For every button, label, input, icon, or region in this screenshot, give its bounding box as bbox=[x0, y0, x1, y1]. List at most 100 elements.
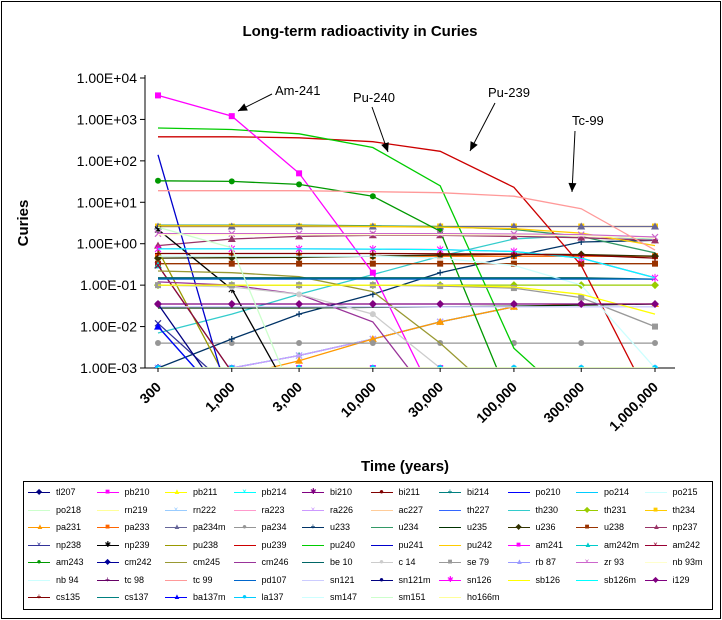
legend-line bbox=[439, 527, 461, 528]
legend-marker: ◆ bbox=[652, 574, 659, 584]
legend-marker: ◆ bbox=[515, 522, 522, 531]
legend-line bbox=[233, 544, 256, 546]
legend-marker: ● bbox=[379, 574, 384, 584]
legend-line bbox=[576, 562, 598, 563]
legend-label: th227 bbox=[467, 504, 490, 515]
data-point-i129 bbox=[227, 300, 236, 309]
legend-marker: × bbox=[584, 557, 590, 566]
data-point-la137 bbox=[578, 365, 585, 368]
series-pu240 bbox=[157, 127, 537, 368]
series-am243 bbox=[155, 177, 498, 368]
legend-marker: ◆ bbox=[584, 504, 591, 514]
data-point-zr93 bbox=[510, 230, 518, 238]
legend-label: pb211 bbox=[193, 487, 218, 497]
legend-line bbox=[28, 527, 50, 528]
legend-line bbox=[96, 492, 119, 493]
series-line-u233 bbox=[157, 239, 656, 368]
legend-label: pd107 bbox=[261, 574, 287, 585]
data-point-th231 bbox=[651, 281, 659, 290]
data-point-se79 bbox=[652, 323, 658, 330]
data-point-i129 bbox=[154, 300, 162, 309]
legend-line bbox=[439, 492, 461, 493]
legend-label: am242m bbox=[604, 539, 640, 550]
series-nb93m bbox=[158, 234, 656, 239]
legend-label: ho166m bbox=[467, 592, 500, 602]
series-line-c14 bbox=[157, 284, 442, 368]
series-zr93 bbox=[154, 230, 659, 241]
legend-line bbox=[96, 544, 119, 546]
data-point-se79 bbox=[437, 283, 444, 290]
data-point-pa231 bbox=[295, 356, 304, 364]
legend-label: pu241 bbox=[398, 539, 424, 550]
legend-marker: × bbox=[310, 504, 316, 514]
legend-line bbox=[576, 527, 598, 528]
legend-label: po218 bbox=[56, 504, 82, 515]
legend-marker: + bbox=[447, 487, 453, 496]
series-am242 bbox=[154, 261, 230, 368]
legend-marker: ■ bbox=[105, 487, 110, 496]
annotation-label: Pu-240 bbox=[353, 90, 395, 105]
legend-line bbox=[96, 509, 119, 511]
legend-line bbox=[302, 544, 324, 546]
legend-marker: ■ bbox=[516, 539, 521, 549]
chart-title: Long-term radioactivity in Curies bbox=[242, 23, 477, 40]
y-tick-label: 1.00E+02 bbox=[77, 153, 138, 169]
series-sm151 bbox=[157, 226, 283, 368]
legend-label: cm245 bbox=[193, 557, 221, 567]
legend-marker: ▲ bbox=[173, 592, 181, 601]
data-point-am241 bbox=[155, 92, 161, 99]
legend-marker: ✱ bbox=[104, 539, 112, 549]
data-point-zr93 bbox=[369, 230, 377, 238]
legend-label: tl207 bbox=[56, 487, 76, 497]
legend-label: pu242 bbox=[467, 539, 493, 550]
legend-line bbox=[370, 579, 393, 581]
data-point-u238 bbox=[369, 260, 376, 267]
legend-line bbox=[370, 597, 393, 598]
series-line-pu240 bbox=[157, 127, 537, 368]
legend-line bbox=[96, 597, 119, 598]
series-line-ba137m bbox=[157, 326, 196, 368]
legend-label: pb210 bbox=[124, 487, 150, 497]
legend-marker: ● bbox=[379, 487, 384, 496]
legend-line bbox=[302, 562, 324, 563]
annotation-label: Pu-239 bbox=[488, 85, 530, 100]
y-tick-label: 1.00E+01 bbox=[77, 194, 138, 210]
legend-marker: ▲ bbox=[515, 557, 524, 566]
data-point-zr93 bbox=[228, 230, 236, 238]
data-point-i129 bbox=[509, 300, 518, 309]
legend-label: cs135 bbox=[56, 592, 81, 602]
data-point-pa234 bbox=[652, 340, 658, 347]
legend-label: nb 94 bbox=[56, 574, 79, 585]
legend-label: bi210 bbox=[330, 487, 353, 497]
legend-label: ra226 bbox=[330, 504, 354, 515]
legend: ◆ tl207 ■ pb210 ▲ pb211 × pb214 ✱ bi210 ● bi211 + bi2… bbox=[23, 481, 713, 610]
legend-label: i129 bbox=[672, 574, 690, 585]
legend-label: pa234m bbox=[193, 522, 226, 532]
series-line-nb93m bbox=[158, 234, 656, 239]
legend-line bbox=[507, 509, 530, 511]
legend-line bbox=[28, 562, 50, 563]
legend-label: u238 bbox=[604, 522, 625, 532]
series-pu242 bbox=[158, 225, 656, 247]
legend-label: pu240 bbox=[330, 539, 356, 550]
legend-line bbox=[370, 509, 393, 511]
legend-line bbox=[507, 562, 530, 563]
legend-line bbox=[507, 527, 530, 528]
legend-line bbox=[28, 597, 50, 598]
data-point-np237 bbox=[227, 234, 236, 242]
series-tc99 bbox=[158, 190, 656, 251]
series-line-am243 bbox=[157, 180, 498, 368]
data-point-se79 bbox=[578, 294, 585, 301]
legend-label: ac227 bbox=[398, 504, 424, 515]
data-point-cs135 bbox=[510, 251, 517, 258]
annotation-arrowhead bbox=[381, 142, 389, 152]
data-point-cs135 bbox=[652, 255, 658, 262]
series-layer bbox=[154, 92, 659, 368]
data-point-zr93 bbox=[577, 231, 585, 239]
legend-marker: ● bbox=[36, 557, 42, 566]
annotation-arrowhead bbox=[470, 141, 478, 151]
data-point-sn126 bbox=[651, 273, 659, 282]
series-line-tc99 bbox=[158, 190, 656, 251]
legend-label: am241 bbox=[535, 539, 564, 550]
data-point-np237 bbox=[577, 233, 586, 241]
